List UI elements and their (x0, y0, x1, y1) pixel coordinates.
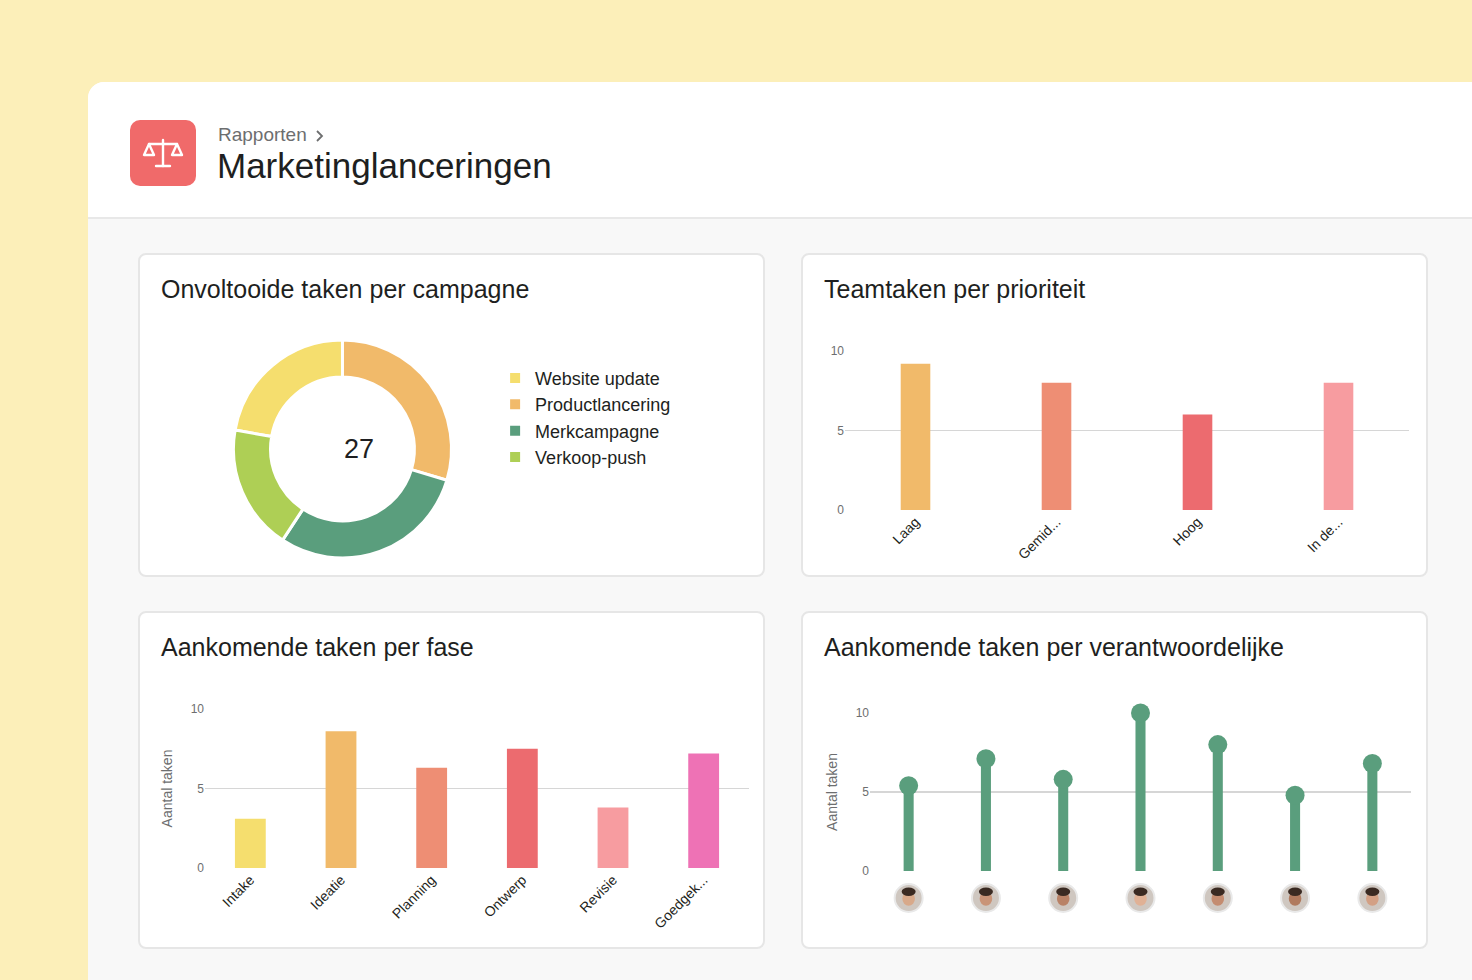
svg-text:5: 5 (197, 782, 204, 796)
svg-text:Planning: Planning (389, 872, 439, 922)
svg-text:5: 5 (862, 785, 869, 799)
html-text:Rapporten: Rapporten (218, 124, 307, 145)
svg-text:Ideatie: Ideatie (307, 872, 348, 913)
svg-text:Aantal taken: Aantal taken (824, 753, 840, 831)
svg-text:Aantal taken: Aantal taken (159, 750, 175, 828)
svg-text:Merkcampagne: Merkcampagne (535, 422, 659, 442)
svg-text:27: 27 (344, 434, 374, 464)
svg-text:Goedgek...: Goedgek... (651, 872, 711, 932)
svg-text:Hoog: Hoog (1170, 514, 1205, 549)
html-text:Teamtaken per prioriteit: Teamtaken per prioriteit (824, 275, 1086, 303)
svg-text:0: 0 (197, 861, 204, 875)
svg-text:Revisie: Revisie (576, 872, 620, 916)
svg-text:Website update: Website update (535, 369, 660, 389)
svg-text:0: 0 (862, 864, 869, 878)
html-text:Aankomende taken per verantwoo: Aankomende taken per verantwoordelijke (824, 633, 1284, 661)
svg-text:Productlancering: Productlancering (535, 395, 670, 415)
svg-text:5: 5 (837, 424, 844, 438)
svg-text:Laag: Laag (889, 514, 922, 547)
svg-text:Ontwerp: Ontwerp (481, 872, 530, 921)
html-text:Onvoltooide taken per campagne: Onvoltooide taken per campagne (161, 275, 530, 303)
html-text:Aankomende taken per fase: Aankomende taken per fase (161, 633, 474, 661)
svg-text:Intake: Intake (219, 872, 257, 910)
html-text:Marketinglanceringen: Marketinglanceringen (217, 146, 552, 185)
svg-text:0: 0 (837, 503, 844, 517)
svg-text:10: 10 (831, 344, 845, 358)
svg-text:Verkoop-push: Verkoop-push (535, 448, 646, 468)
svg-text:In de...: In de... (1304, 514, 1346, 556)
svg-text:Gemid...: Gemid... (1015, 514, 1064, 563)
svg-text:10: 10 (856, 706, 870, 720)
svg-text:10: 10 (191, 702, 205, 716)
